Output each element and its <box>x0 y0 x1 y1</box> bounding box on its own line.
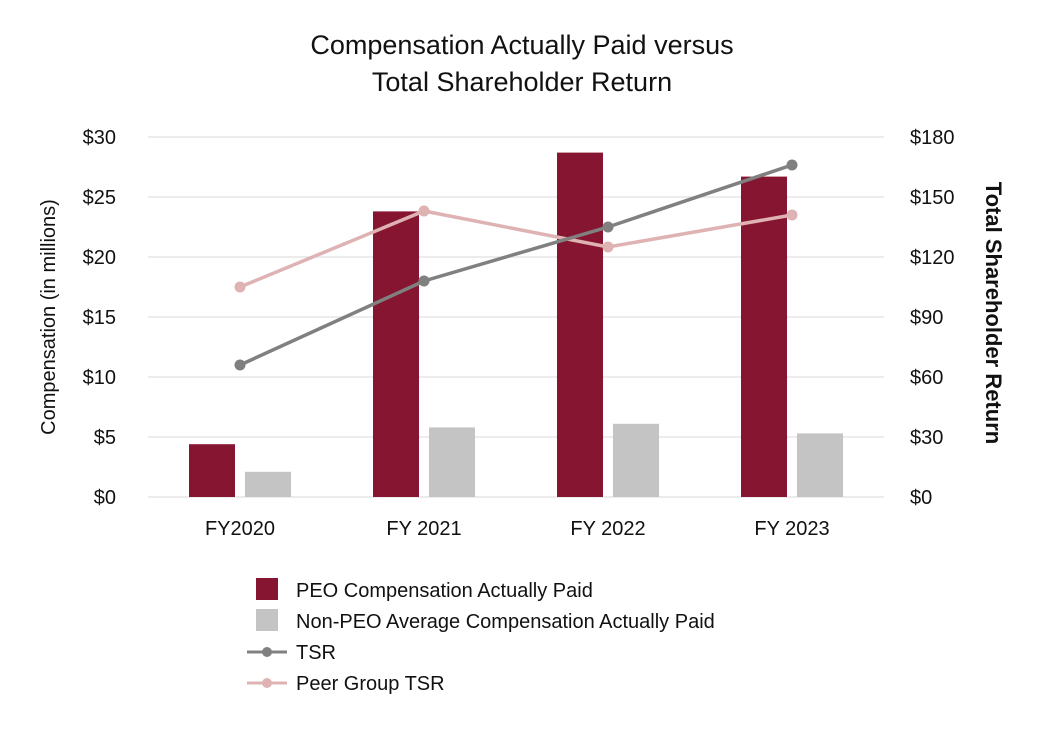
right-tick-label-1: $30 <box>910 427 943 449</box>
point-tsr-2 <box>602 221 614 233</box>
point-peer-tsr-3 <box>786 209 798 221</box>
legend-marker-peer-tsr <box>262 678 272 688</box>
point-tsr-1 <box>418 275 430 287</box>
bar-non-peo-0 <box>245 471 291 497</box>
lines <box>234 159 798 371</box>
right-tick-label-5: $150 <box>910 187 955 209</box>
legend-swatch-non-peo <box>256 609 278 631</box>
left-axis-ticks: $0 $5 $10 $15 $20 $25 $30 <box>83 127 116 509</box>
legend-label-tsr: TSR <box>296 642 336 664</box>
gridlines <box>148 136 884 498</box>
right-axis-label: Total Shareholder Return <box>981 182 1006 444</box>
left-tick-label-5: $25 <box>83 187 116 209</box>
right-tick-label-0: $0 <box>910 487 932 509</box>
legend-label-peer-tsr: Peer Group TSR <box>296 673 445 695</box>
left-tick-label-1: $5 <box>94 427 116 449</box>
left-axis-label: Compensation (in millions) <box>38 199 60 435</box>
bar-peo-1 <box>373 211 419 497</box>
point-tsr-0 <box>234 359 246 371</box>
bar-peo-0 <box>189 444 235 497</box>
x-tick-label-1: FY 2021 <box>386 518 461 540</box>
right-tick-label-6: $180 <box>910 127 955 149</box>
left-tick-label-0: $0 <box>94 487 116 509</box>
left-tick-label-4: $20 <box>83 247 116 269</box>
category-axis-ticks: FY2020 FY 2021 FY 2022 FY 2023 <box>205 518 830 540</box>
legend-label-peo: PEO Compensation Actually Paid <box>296 580 593 602</box>
point-tsr-3 <box>786 159 798 171</box>
bar-peo-2 <box>557 152 603 497</box>
right-tick-label-4: $120 <box>910 247 955 269</box>
line-tsr <box>239 163 793 367</box>
point-peer-tsr-2 <box>602 241 614 253</box>
left-tick-label-2: $10 <box>83 367 116 389</box>
x-tick-label-3: FY 2023 <box>754 518 829 540</box>
point-peer-tsr-0 <box>234 281 246 293</box>
bar-non-peo-2 <box>613 423 659 497</box>
x-tick-label-0: FY2020 <box>205 518 275 540</box>
right-tick-label-2: $60 <box>910 367 943 389</box>
bar-non-peo-3 <box>797 433 843 497</box>
chart-title-line-1: Compensation Actually Paid versus <box>310 30 733 60</box>
bar-peo-3 <box>741 176 787 497</box>
right-axis-ticks: $0 $30 $60 $90 $120 $150 $180 <box>910 127 955 509</box>
left-tick-label-6: $30 <box>83 127 116 149</box>
chart-title-line-2: Total Shareholder Return <box>372 67 672 97</box>
legend-swatch-peo <box>256 578 278 600</box>
legend-marker-tsr <box>262 647 272 657</box>
line-peer-tsr <box>239 209 793 289</box>
bar-non-peo-1 <box>429 427 475 497</box>
legend-label-non-peo: Non-PEO Average Compensation Actually Pa… <box>296 611 715 633</box>
left-tick-label-3: $15 <box>83 307 116 329</box>
x-tick-label-2: FY 2022 <box>570 518 645 540</box>
bars <box>189 152 843 497</box>
legend: PEO Compensation Actually Paid Non-PEO A… <box>247 578 715 695</box>
right-tick-label-3: $90 <box>910 307 943 329</box>
point-peer-tsr-1 <box>418 205 430 217</box>
